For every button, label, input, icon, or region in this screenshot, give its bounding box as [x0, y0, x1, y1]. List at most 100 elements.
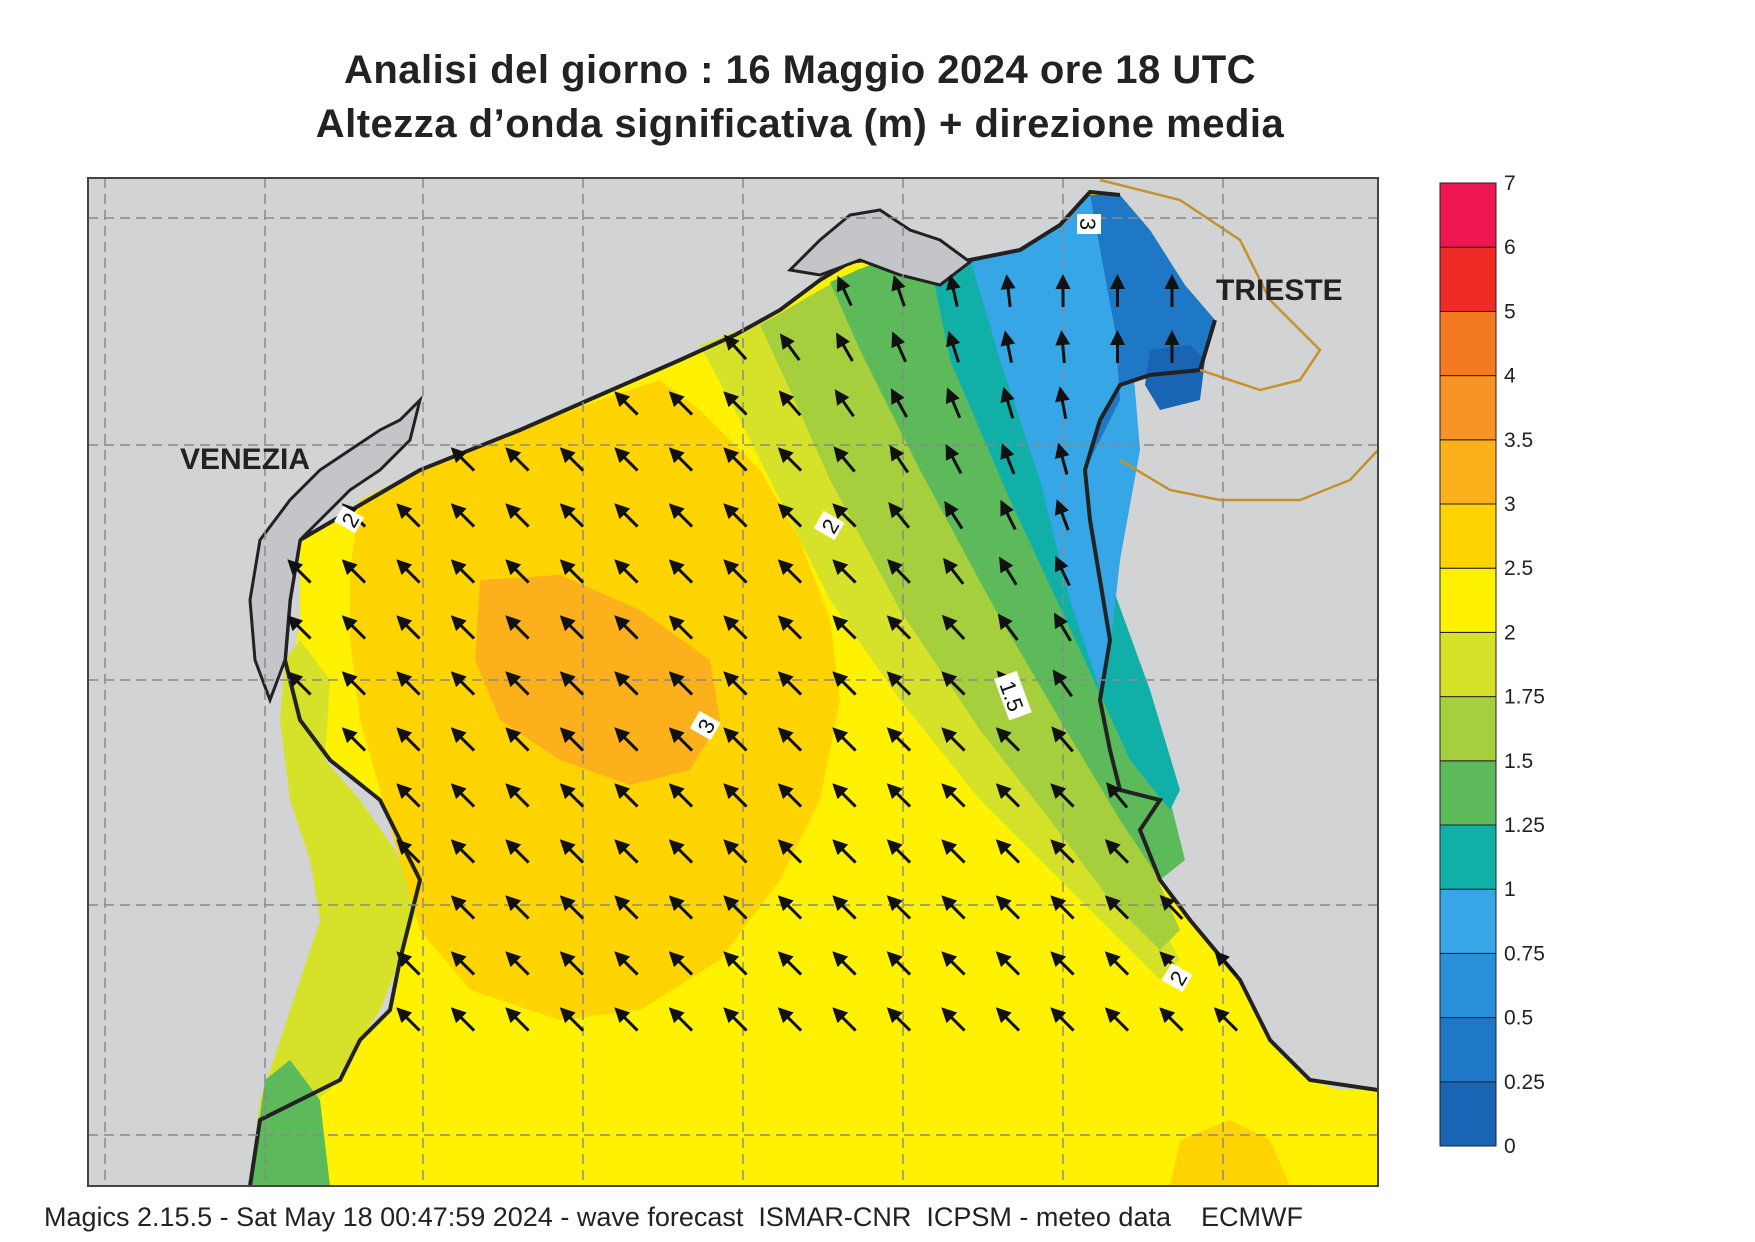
wave-direction-arrow [1054, 442, 1070, 475]
wave-direction-arrow [1050, 951, 1075, 976]
legend-swatch [1439, 375, 1497, 441]
wave-direction-arrow [999, 556, 1018, 586]
wave-direction-arrow [891, 274, 906, 307]
legend-swatch [1439, 1017, 1497, 1083]
wave-direction-arrow [668, 1007, 694, 1032]
legend-swatch [1439, 439, 1497, 505]
wave-direction-arrow [559, 503, 585, 528]
wave-direction-arrow [997, 613, 1019, 641]
legend-swatch [1439, 182, 1497, 248]
wave-direction-arrow [942, 557, 965, 585]
wave-direction-arrow [777, 783, 803, 808]
wave-direction-arrow [559, 559, 585, 584]
legend-swatch [1439, 760, 1497, 826]
wave-direction-arrow [886, 1007, 912, 1032]
wave-direction-arrow [668, 671, 694, 696]
wave-direction-arrow [614, 839, 639, 864]
wave-direction-arrow [450, 671, 476, 696]
wave-direction-arrow [614, 951, 639, 976]
wave-direction-arrow [559, 671, 585, 696]
wave-direction-arrow [723, 391, 748, 416]
wave-direction-arrow [396, 503, 421, 528]
wave-direction-arrow [995, 839, 1021, 864]
wave-direction-arrow [836, 275, 853, 307]
wave-direction-arrow [995, 783, 1021, 808]
coastline-west [248, 539, 423, 1186]
wave-direction-arrow [505, 951, 530, 976]
wave-direction-arrow [559, 783, 585, 808]
wave-direction-arrow [505, 727, 530, 752]
coastline [298, 189, 1121, 542]
legend-tick-label: 1.75 [1504, 686, 1545, 709]
wave-direction-arrow [505, 447, 530, 472]
wave-direction-arrow [1000, 443, 1016, 475]
border-line [1099, 178, 1378, 502]
wave-direction-arrow [832, 615, 857, 640]
legend-swatch [1439, 888, 1497, 954]
wave-direction-arrow [832, 727, 857, 752]
wave-direction-arrow [1159, 894, 1184, 920]
wave-direction-arrow [1051, 726, 1074, 753]
wave-direction-arrow [1159, 1007, 1184, 1032]
wave-direction-arrow [832, 783, 857, 808]
wave-direction-arrow [832, 951, 857, 976]
band-1-5-diagonal [760, 268, 1180, 950]
wave-direction-arrow [614, 391, 639, 416]
wave-direction-arrow [941, 1007, 966, 1032]
legend-tick-label: 1.5 [1504, 750, 1533, 773]
legend-tick-label: 0.75 [1504, 942, 1545, 965]
wave-direction-arrow [723, 559, 748, 584]
svg-text:3: 3 [1075, 218, 1100, 230]
wave-direction-arrow [1104, 895, 1130, 920]
wave-direction-arrow [450, 503, 476, 528]
wave-direction-arrow [668, 559, 694, 584]
wave-direction-arrow [396, 615, 421, 640]
wave-direction-arrow [668, 783, 694, 808]
wave-direction-arrow [995, 727, 1021, 752]
wave-direction-arrow [559, 839, 585, 864]
wave-direction-arrow [505, 1007, 530, 1032]
band-1-5-southwest [250, 1060, 330, 1186]
wave-direction-arrow [941, 614, 966, 641]
map-title-line-1: Analisi del giorno : 16 Maggio 2024 ore … [343, 48, 1257, 92]
wave-direction-arrow [1000, 330, 1016, 363]
wave-direction-arrow [1213, 1007, 1239, 1032]
wave-direction-arrow [614, 783, 639, 808]
wave-direction-arrow [341, 559, 367, 584]
wave-direction-arrow [941, 839, 966, 864]
footer-credits: Magics 2.15.5 - Sat May 18 00:47:59 2024… [44, 1202, 1303, 1232]
wave-direction-arrow [777, 951, 803, 976]
wave-direction-arrow [559, 951, 585, 976]
wave-direction-arrow [941, 671, 966, 696]
wave-direction-arrow [341, 727, 367, 752]
wave-direction-arrow [614, 503, 639, 528]
wave-direction-arrow [945, 444, 963, 474]
wave-direction-arrow [396, 1007, 421, 1032]
wave-direction-arrow [1050, 895, 1075, 920]
legend-swatch [1439, 824, 1497, 890]
legend-swatch [1439, 567, 1497, 633]
wave-direction-arrow [505, 559, 530, 584]
wave-direction-arrow [450, 783, 476, 808]
wave-direction-arrow [450, 839, 476, 864]
wave-direction-arrow [1053, 612, 1072, 642]
contour-label-1-5: 1.5 [994, 670, 1032, 721]
band-1-75-west [250, 640, 420, 1186]
legend-tick-label: 2 [1504, 621, 1516, 644]
wave-direction-arrow [832, 559, 857, 584]
legend-tick-label: 3.5 [1504, 429, 1533, 452]
wave-direction-arrow [777, 615, 803, 640]
legend-tick-label: 6 [1504, 236, 1516, 259]
wave-direction-arrow [723, 783, 748, 808]
wave-direction-arrow [668, 391, 694, 416]
city-label-venezia: VENEZIA [180, 443, 310, 476]
legend-tick-label: 5 [1504, 300, 1516, 323]
legend-tick-label: 0 [1504, 1135, 1516, 1158]
legend-tick-label: 3 [1504, 493, 1516, 516]
wave-direction-arrow [886, 727, 912, 752]
wave-direction-arrow [941, 727, 966, 752]
wave-direction-arrow [1104, 951, 1130, 976]
wave-direction-arrow [1104, 1007, 1130, 1032]
contour-label-2-south: 2 [1161, 962, 1193, 993]
wave-direction-arrow [723, 839, 748, 864]
